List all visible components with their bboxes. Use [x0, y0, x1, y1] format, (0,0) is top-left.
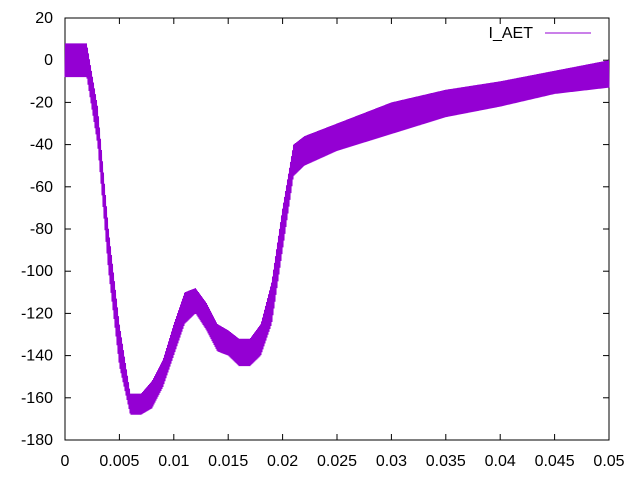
y-tick-label: -140 — [21, 348, 53, 365]
x-tick-label: 0.01 — [158, 453, 189, 470]
series-line-0 — [64, 43, 610, 415]
x-tick-label: 0.02 — [267, 453, 298, 470]
y-tick-label: -80 — [30, 221, 53, 238]
y-tick-label: -40 — [30, 137, 53, 154]
y-tick-label: -120 — [21, 305, 53, 322]
legend: I_AET — [489, 25, 591, 42]
y-tick-label: -100 — [21, 263, 53, 280]
x-tick-label: 0.03 — [376, 453, 407, 470]
y-tick-labels: 20 0 -20 -40 -60 -80 -100 -120 -140 -160 -180 — [21, 10, 53, 449]
x-tick-label: 0.015 — [208, 453, 248, 470]
x-tick-labels: 0 0.005 0.01 0.015 0.02 0.025 0.03 0.035 0.04 0.0… — [61, 453, 625, 470]
x-tick-label: 0.05 — [593, 453, 624, 470]
x-tick-label: 0.035 — [426, 453, 466, 470]
series-layer — [64, 43, 610, 415]
x-tick-label: 0.025 — [317, 453, 357, 470]
x-tick-label: 0 — [61, 453, 70, 470]
x-tick-label: 0.045 — [535, 453, 575, 470]
legend-label: I_AET — [489, 25, 534, 42]
x-tick-label: 0.005 — [99, 453, 139, 470]
y-tick-label: -180 — [21, 432, 53, 449]
y-tick-label: 0 — [44, 52, 53, 69]
y-tick-label: -160 — [21, 390, 53, 407]
axis-ticks — [64, 17, 610, 441]
y-tick-label: 20 — [35, 10, 53, 27]
y-tick-label: -20 — [30, 94, 53, 111]
y-tick-label: -60 — [30, 179, 53, 196]
x-tick-label: 0.04 — [485, 453, 516, 470]
